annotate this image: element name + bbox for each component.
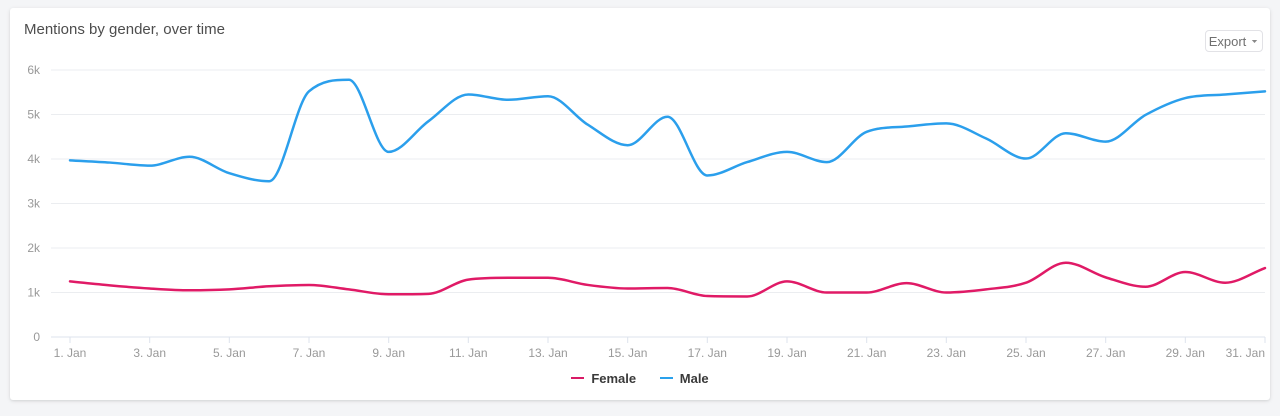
- svg-text:17. Jan: 17. Jan: [688, 346, 727, 360]
- svg-text:13. Jan: 13. Jan: [528, 346, 567, 360]
- svg-text:5k: 5k: [27, 108, 41, 122]
- svg-text:6k: 6k: [27, 63, 41, 77]
- svg-text:3k: 3k: [27, 197, 41, 211]
- svg-text:9. Jan: 9. Jan: [372, 346, 405, 360]
- svg-text:5. Jan: 5. Jan: [213, 346, 246, 360]
- svg-text:2k: 2k: [27, 241, 41, 255]
- svg-text:23. Jan: 23. Jan: [927, 346, 966, 360]
- svg-text:25. Jan: 25. Jan: [1006, 346, 1045, 360]
- svg-text:1k: 1k: [27, 286, 41, 300]
- svg-text:27. Jan: 27. Jan: [1086, 346, 1125, 360]
- svg-text:1. Jan: 1. Jan: [54, 346, 87, 360]
- svg-text:0: 0: [33, 330, 40, 344]
- svg-text:15. Jan: 15. Jan: [608, 346, 647, 360]
- svg-text:29. Jan: 29. Jan: [1166, 346, 1205, 360]
- svg-text:7. Jan: 7. Jan: [293, 346, 326, 360]
- svg-text:21. Jan: 21. Jan: [847, 346, 886, 360]
- svg-text:4k: 4k: [27, 152, 41, 166]
- svg-text:31. Jan: 31. Jan: [1226, 346, 1265, 360]
- svg-text:11. Jan: 11. Jan: [449, 346, 487, 360]
- svg-text:3. Jan: 3. Jan: [133, 346, 166, 360]
- svg-text:19. Jan: 19. Jan: [767, 346, 806, 360]
